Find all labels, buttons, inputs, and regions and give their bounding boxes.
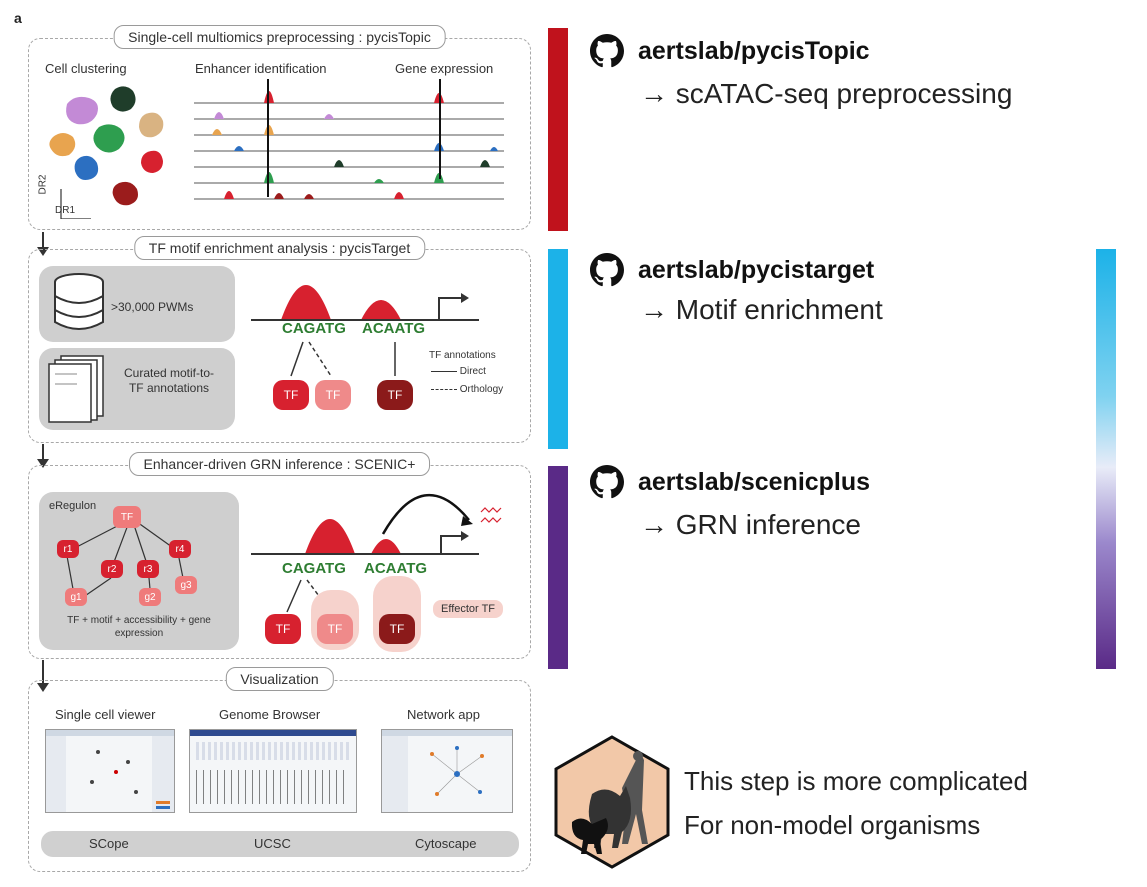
cell-clustering-label: Cell clustering bbox=[45, 61, 127, 76]
grn-section: Enhancer-driven GRN inference : SCENIC+ … bbox=[28, 452, 531, 659]
flow-arrow-1 bbox=[37, 232, 49, 256]
repo-name-pycistopic[interactable]: aertslab/pycisTopic bbox=[638, 36, 870, 65]
motif-arrows bbox=[290, 341, 396, 377]
region-r4: r4 bbox=[169, 540, 191, 558]
repo-name-pycistarget[interactable]: aertslab/pycistarget bbox=[638, 255, 875, 284]
dr2-axis-label: DR2 bbox=[37, 174, 49, 195]
eregulon-root-tf: TF bbox=[113, 506, 141, 528]
region-r2: r2 bbox=[101, 560, 123, 578]
tf-direct-node: TF bbox=[273, 380, 309, 410]
legend-orthology: Orthology bbox=[431, 384, 503, 395]
animals-hexagon-icon bbox=[554, 735, 670, 869]
pycistarget-color-bar bbox=[548, 249, 568, 449]
flow-arrow-2 bbox=[37, 444, 49, 468]
legend-direct-label: Direct bbox=[459, 366, 486, 377]
tf-orthology-node: TF bbox=[315, 380, 351, 410]
network-app-label: Network app bbox=[407, 707, 480, 722]
cytoscape-footer-label: Cytoscape bbox=[415, 836, 477, 851]
motif-title: TF motif enrichment analysis : pycisTarg… bbox=[133, 236, 426, 260]
repo-name-scenicplus[interactable]: aertslab/scenicplus bbox=[638, 467, 871, 496]
preprocessing-title: Single-cell multiomics preprocessing : p… bbox=[113, 25, 446, 49]
eregulon-caption: TF + motif + accessibility + gene expres… bbox=[67, 615, 211, 639]
grn-motif-logo-1: CAGATG bbox=[282, 560, 346, 577]
eregulon-label: eRegulon bbox=[49, 500, 97, 512]
gene-expression-label: Gene expression bbox=[395, 61, 494, 76]
cell-clusters-plot bbox=[49, 86, 164, 219]
cytoscape-screenshot bbox=[381, 729, 513, 813]
grn-motif-logo-2: ACAATG bbox=[364, 560, 428, 577]
effector-tf-label: Effector TF bbox=[433, 600, 504, 618]
ucsc-screenshot bbox=[189, 729, 357, 813]
legend-direct: Direct bbox=[431, 366, 486, 377]
gene-g2: g2 bbox=[139, 588, 161, 606]
tf-dark-node: TF bbox=[377, 380, 413, 410]
gene-g1: g1 bbox=[65, 588, 87, 606]
repo-row-pycistopic[interactable]: aertslab/pycisTopic bbox=[590, 34, 870, 68]
pycistopic-color-bar bbox=[548, 28, 568, 231]
panel-letter: a bbox=[14, 10, 22, 26]
enhancer-identification-label: Enhancer identification bbox=[195, 61, 327, 76]
dr1-axis-label: DR1 bbox=[55, 205, 76, 216]
motif-section: TF motif enrichment analysis : pycisTarg… bbox=[28, 236, 531, 443]
single-cell-viewer-label: Single cell viewer bbox=[55, 707, 156, 722]
motif-binding-diagram bbox=[251, 285, 479, 321]
enhancer-tracks-plot bbox=[194, 79, 504, 200]
grn-tf-direct-node: TF bbox=[265, 614, 301, 644]
motif-logo-1: CAGATG bbox=[282, 320, 346, 337]
github-icon bbox=[590, 465, 624, 499]
motif-logo-2: ACAATG bbox=[362, 320, 426, 337]
repo-desc-pycistopic: → scATAC-seq preprocessing bbox=[640, 78, 1013, 109]
github-icon bbox=[590, 34, 624, 68]
gene-g3: g3 bbox=[175, 576, 197, 594]
grn-tf-dark-node: TF bbox=[379, 614, 415, 644]
repo-desc-scenicplus: → GRN inference bbox=[640, 509, 861, 540]
scenicplus-color-bar bbox=[548, 466, 568, 669]
pwm-count: >30,000 PWMs bbox=[111, 300, 194, 314]
scope-screenshot bbox=[45, 729, 175, 813]
genome-browser-label: Genome Browser bbox=[219, 707, 321, 722]
note-line-2: For non-model organisms bbox=[684, 810, 981, 840]
flow-arrow-3 bbox=[37, 660, 49, 692]
tf-annotations-legend-title: TF annotations bbox=[429, 350, 496, 361]
curated-annotations-label: Curated motif-to-TF annotations bbox=[123, 366, 215, 395]
repo-desc-pycistarget: → Motif enrichment bbox=[640, 294, 883, 325]
grn-tf-orthology-node: TF bbox=[317, 614, 353, 644]
grn-title: Enhancer-driven GRN inference : SCENIC+ bbox=[128, 452, 431, 476]
note-line-1: This step is more complicated bbox=[684, 766, 1028, 796]
region-r3: r3 bbox=[137, 560, 159, 578]
repo-row-pycistarget[interactable]: aertslab/pycistarget bbox=[590, 253, 874, 287]
grn-binding-diagram bbox=[251, 493, 502, 555]
ucsc-footer-label: UCSC bbox=[254, 836, 291, 851]
scope-footer-label: SCope bbox=[89, 836, 129, 851]
visualization-section: Visualization Single cell viewer Genome … bbox=[28, 667, 531, 872]
gradient-color-bar bbox=[1096, 249, 1116, 669]
document-stack-icon bbox=[48, 355, 104, 423]
preprocessing-section: Single-cell multiomics preprocessing : p… bbox=[28, 25, 531, 230]
region-r1: r1 bbox=[57, 540, 79, 558]
visualization-title: Visualization bbox=[225, 667, 334, 691]
visualization-footer bbox=[41, 831, 519, 857]
legend-orthology-label: Orthology bbox=[459, 384, 504, 395]
repo-row-scenicplus[interactable]: aertslab/scenicplus bbox=[590, 465, 870, 499]
database-icon bbox=[54, 273, 104, 330]
github-icon bbox=[590, 253, 624, 287]
